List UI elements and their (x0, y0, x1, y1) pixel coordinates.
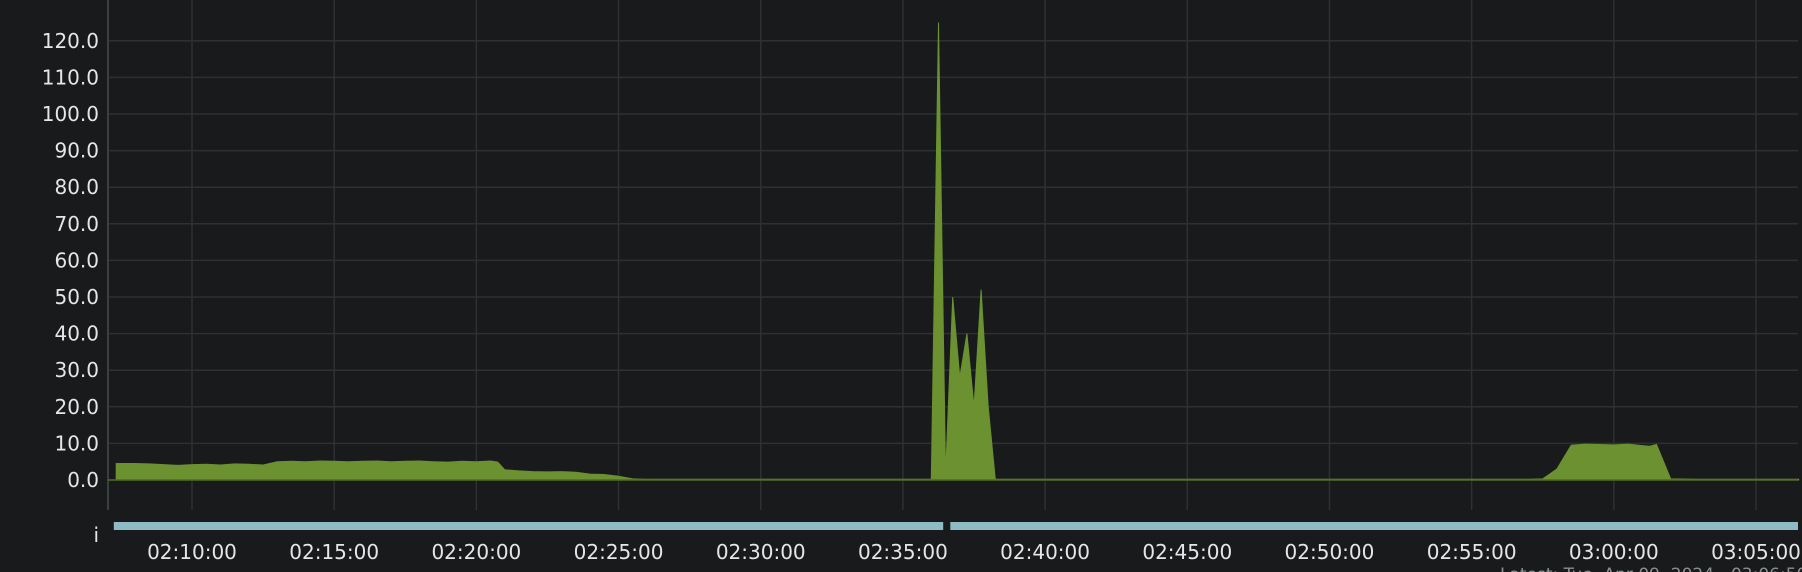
x-tick-label: 02:40:00 (1000, 540, 1090, 564)
x-tick-label: 02:15:00 (289, 540, 379, 564)
footer: Latest: Tue, Apr 09, 2024 - 03:06:50 (1500, 565, 1802, 572)
y-tick-label: 70.0 (54, 212, 99, 236)
area-series (115, 22, 1800, 481)
latest-timestamp: Latest: Tue, Apr 09, 2024 - 03:06:50 (1500, 565, 1802, 572)
y-tick-label: 120.0 (42, 29, 99, 53)
y-tick-label: 30.0 (54, 358, 99, 382)
annotation-lane: i (93, 522, 1798, 547)
y-tick-label: 80.0 (54, 175, 99, 199)
y-tick-label: 110.0 (42, 65, 99, 89)
x-tick-label: 02:45:00 (1142, 540, 1232, 564)
axes (107, 0, 1798, 510)
x-tick-label: 02:25:00 (574, 540, 664, 564)
lane-segment[interactable] (950, 522, 1798, 530)
lane-segment[interactable] (113, 522, 944, 530)
y-tick-label: 100.0 (42, 102, 99, 126)
y-tick-label: 40.0 (54, 322, 99, 346)
y-tick-label: 50.0 (54, 285, 99, 309)
y-tick-label: 90.0 (54, 139, 99, 163)
x-tick-label: 02:10:00 (147, 540, 237, 564)
x-tick-label: 02:30:00 (716, 540, 806, 564)
grid-lines (108, 0, 1798, 510)
y-tick-label: 20.0 (54, 395, 99, 419)
area-series-path (115, 22, 1800, 481)
y-axis-tick-labels: 0.0 10.0 20.0 30.0 40.0 50.0 60.0 70.0 80.0 90.0 1… (42, 29, 99, 492)
x-tick-label: 02:20:00 (431, 540, 521, 564)
y-tick-label: 0.0 (67, 468, 99, 492)
y-tick-label: 60.0 (54, 248, 99, 272)
y-tick-label: 10.0 (54, 431, 99, 455)
x-tick-label: 03:05:00 (1711, 540, 1801, 564)
x-axis-tick-labels: 02:10:00 02:15:00 02:20:00 02:25:00 02:30:00… (147, 540, 1801, 564)
lane-label: i (93, 523, 99, 547)
x-tick-label: 02:35:00 (858, 540, 948, 564)
x-tick-label: 02:55:00 (1427, 540, 1517, 564)
x-tick-label: 02:50:00 (1285, 540, 1375, 564)
x-tick-label: 03:00:00 (1569, 540, 1659, 564)
